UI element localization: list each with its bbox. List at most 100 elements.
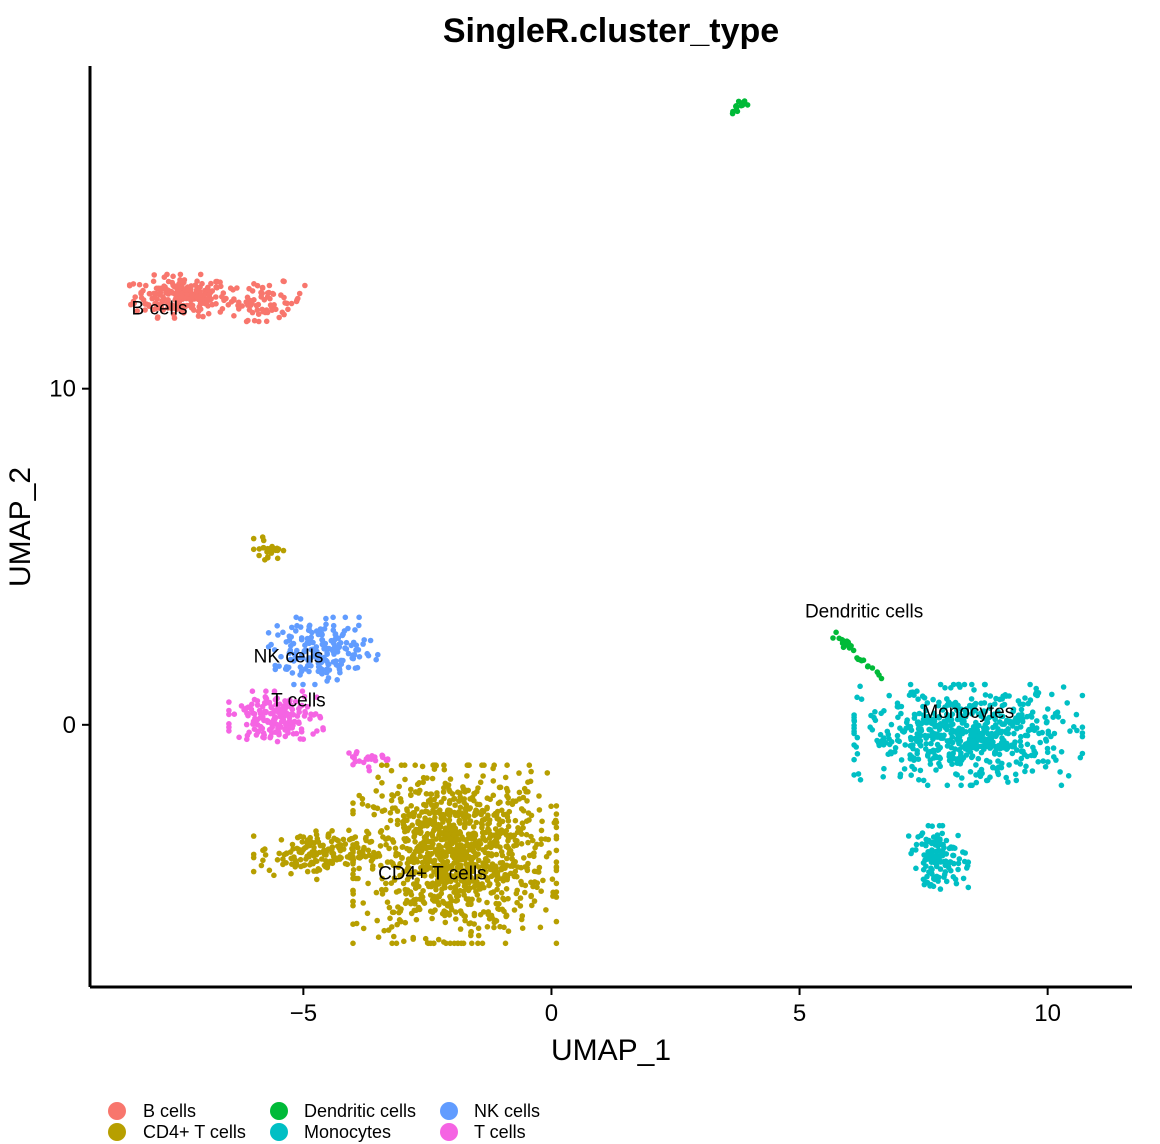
point-t-cells bbox=[360, 759, 367, 766]
point-monocytes bbox=[956, 856, 963, 862]
point-monocytes bbox=[971, 728, 978, 734]
point-cd4-t-cells bbox=[454, 847, 460, 854]
point-b-cells bbox=[195, 313, 202, 319]
point-cd4-t-cells bbox=[455, 842, 461, 849]
point-monocytes bbox=[987, 732, 993, 738]
point-monocytes bbox=[950, 852, 957, 859]
point-monocytes bbox=[897, 725, 903, 731]
point-cd4-t-cells bbox=[443, 909, 450, 916]
point-monocytes bbox=[932, 753, 939, 759]
point-t-cells bbox=[231, 711, 238, 717]
point-nk-cells bbox=[275, 632, 281, 638]
point-cd4-t-cells bbox=[525, 839, 531, 846]
point-monocytes bbox=[998, 739, 1005, 746]
point-nk-cells bbox=[300, 681, 306, 688]
point-cd4-t-cells bbox=[260, 537, 267, 544]
point-cd4-t-cells bbox=[420, 872, 427, 878]
y-axis-title: UMAP_2 bbox=[4, 467, 37, 587]
point-cd4-t-cells bbox=[454, 888, 460, 895]
point-monocytes bbox=[1045, 759, 1051, 765]
point-monocytes bbox=[1018, 733, 1024, 740]
point-b-cells bbox=[192, 282, 199, 289]
point-cd4-t-cells bbox=[463, 854, 470, 861]
point-b-cells bbox=[171, 311, 177, 318]
point-nk-cells bbox=[297, 624, 304, 630]
point-monocytes bbox=[1064, 700, 1070, 706]
point-t-cells bbox=[281, 705, 288, 712]
point-nk-cells bbox=[350, 639, 357, 646]
point-monocytes bbox=[874, 737, 880, 744]
point-cd4-t-cells bbox=[505, 800, 511, 806]
point-cd4-t-cells bbox=[468, 929, 474, 936]
point-cd4-t-cells bbox=[292, 864, 299, 870]
point-b-cells bbox=[251, 317, 258, 324]
point-monocytes bbox=[959, 775, 965, 781]
point-cd4-t-cells bbox=[485, 864, 491, 870]
point-b-cells bbox=[134, 308, 140, 314]
point-cd4-t-cells bbox=[431, 820, 438, 826]
point-monocytes bbox=[854, 734, 861, 741]
x-tick-label: 0 bbox=[545, 1000, 558, 1027]
point-monocytes bbox=[965, 884, 972, 891]
point-cd4-t-cells bbox=[538, 888, 544, 894]
point-monocytes bbox=[925, 853, 931, 860]
point-cd4-t-cells bbox=[459, 868, 466, 875]
point-cd4-t-cells bbox=[417, 896, 423, 902]
point-cd4-t-cells bbox=[450, 822, 457, 828]
point-cd4-t-cells bbox=[462, 821, 468, 828]
point-cd4-t-cells bbox=[431, 796, 438, 803]
point-nk-cells bbox=[302, 642, 308, 648]
point-dendritic-cells bbox=[729, 110, 736, 117]
point-t-cells bbox=[226, 699, 232, 705]
point-cd4-t-cells bbox=[416, 848, 422, 855]
point-nk-cells bbox=[343, 639, 350, 646]
point-monocytes bbox=[897, 773, 903, 780]
point-cd4-t-cells bbox=[524, 798, 530, 804]
point-cd4-t-cells bbox=[484, 924, 491, 930]
point-cd4-t-cells bbox=[420, 888, 426, 894]
point-nk-cells bbox=[306, 668, 312, 675]
point-cd4-t-cells bbox=[266, 867, 273, 874]
point-cd4-t-cells bbox=[499, 852, 506, 859]
point-cd4-t-cells bbox=[429, 775, 436, 782]
point-nk-cells bbox=[360, 641, 366, 647]
point-t-cells bbox=[275, 728, 282, 735]
point-cd4-t-cells bbox=[401, 823, 408, 829]
point-cd4-t-cells bbox=[430, 762, 436, 768]
point-cd4-t-cells bbox=[373, 889, 380, 896]
point-cd4-t-cells bbox=[480, 834, 486, 840]
point-nk-cells bbox=[308, 663, 314, 669]
point-monocytes bbox=[895, 714, 901, 721]
point-cd4-t-cells bbox=[536, 793, 542, 799]
point-cd4-t-cells bbox=[429, 915, 435, 922]
point-cd4-t-cells bbox=[366, 852, 373, 858]
point-dendritic-cells bbox=[833, 629, 839, 636]
point-monocytes bbox=[977, 737, 983, 743]
point-monocytes bbox=[909, 743, 915, 750]
point-nk-cells bbox=[321, 626, 328, 632]
point-cd4-t-cells bbox=[504, 762, 510, 768]
point-b-cells bbox=[147, 291, 153, 297]
point-monocytes bbox=[887, 749, 894, 755]
point-monocytes bbox=[1044, 718, 1050, 725]
point-nk-cells bbox=[287, 656, 294, 663]
point-b-cells bbox=[264, 309, 271, 316]
chart-title: SingleR.cluster_type bbox=[443, 12, 779, 50]
point-b-cells bbox=[294, 297, 300, 303]
point-t-cells bbox=[245, 704, 251, 710]
point-monocytes bbox=[872, 709, 878, 715]
point-cd4-t-cells bbox=[396, 783, 403, 790]
point-cd4-t-cells bbox=[538, 836, 545, 842]
point-b-cells bbox=[190, 306, 197, 313]
point-t-cells bbox=[274, 695, 280, 701]
point-cd4-t-cells bbox=[304, 868, 311, 875]
point-cd4-t-cells bbox=[422, 935, 429, 942]
point-cd4-t-cells bbox=[405, 856, 412, 862]
point-cd4-t-cells bbox=[527, 778, 534, 785]
point-cd4-t-cells bbox=[378, 828, 385, 834]
point-cd4-t-cells bbox=[503, 912, 510, 918]
point-dendritic-cells bbox=[850, 647, 857, 654]
point-monocytes bbox=[1057, 769, 1063, 775]
point-monocytes bbox=[955, 860, 962, 867]
point-cd4-t-cells bbox=[451, 795, 458, 802]
